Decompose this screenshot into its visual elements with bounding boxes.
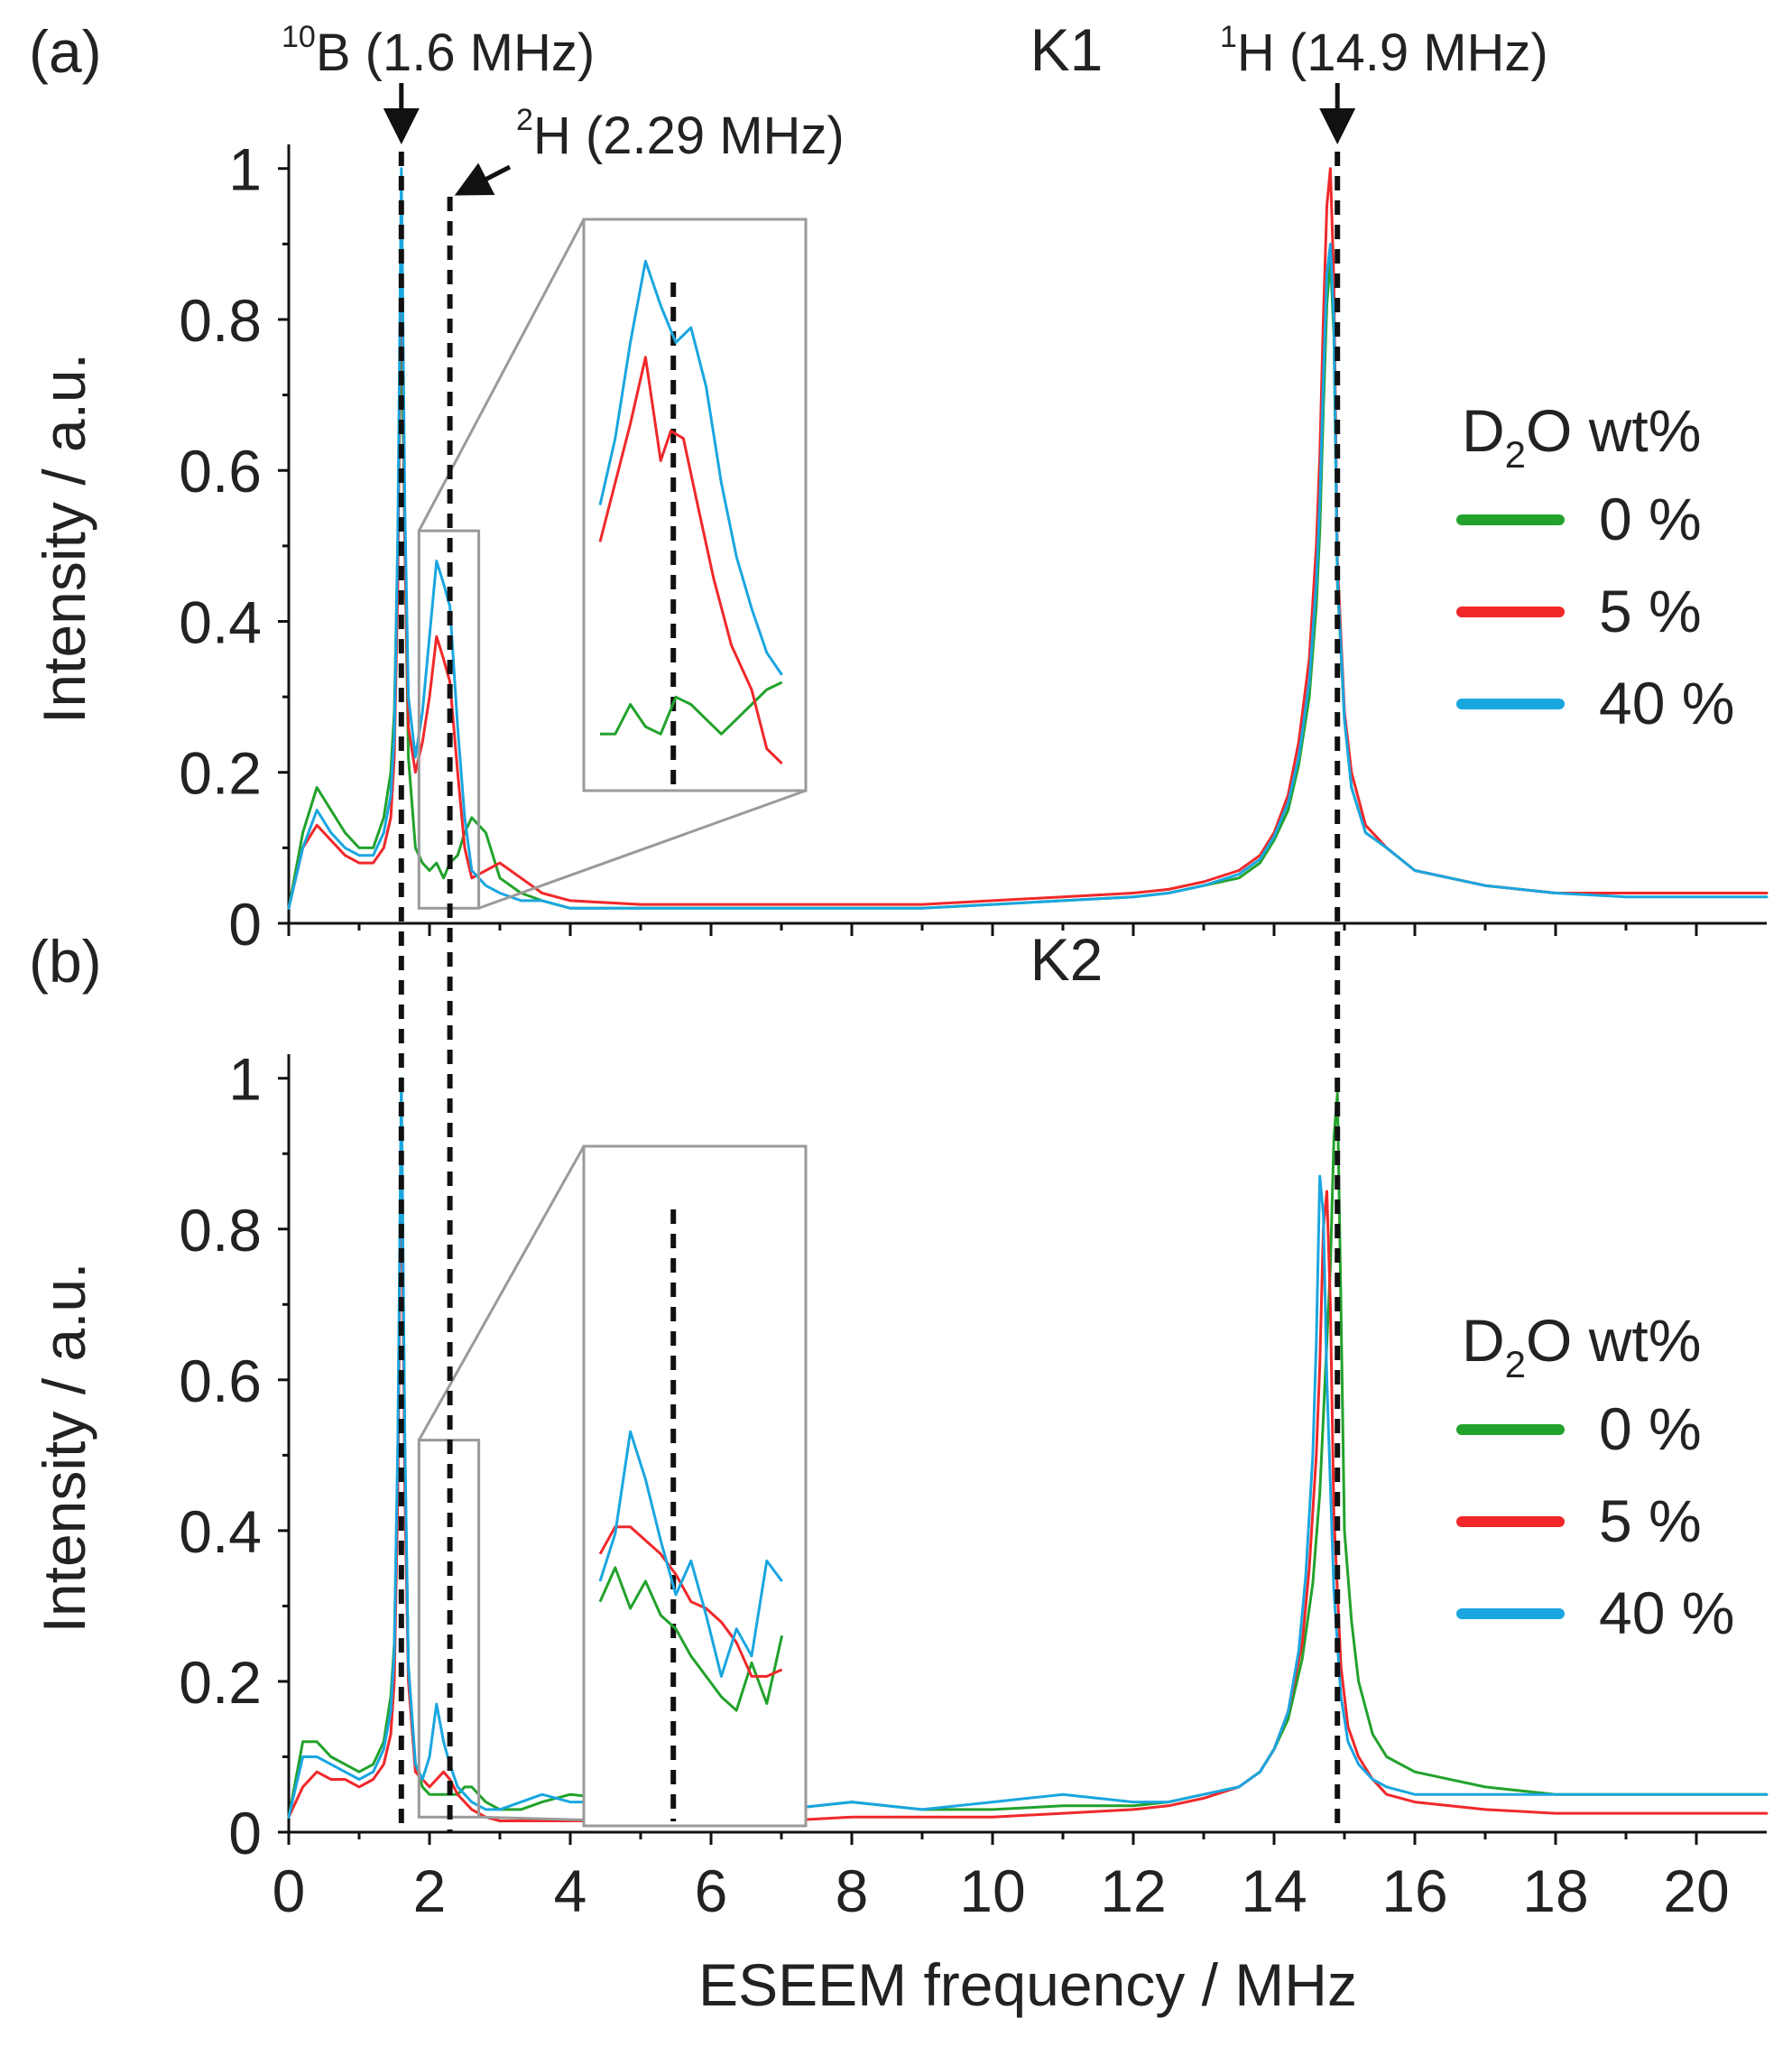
x-axis-label: ESEEM frequency / MHz [698,1951,1357,2018]
x-tick-label: 8 [836,1857,869,1924]
inset-series-0pct [598,1566,784,1712]
x-tick-label: 2 [413,1857,447,1924]
y-tick-label: 0 [228,891,262,958]
y-tick-label: 0.2 [179,1649,262,1716]
panel-title: K2 [1030,926,1104,993]
inset-series-40pct [598,1430,783,1678]
panel-b: 0 0.2 0.4 0.6 0.8 1 Intensity / a.u. (b) K2 D2O w… [29,926,1769,1866]
zoom-connector [417,1145,586,1441]
reference-label-b10: 10B (1.6 MHz) [282,20,595,82]
zoom-connector [417,218,586,532]
y-tick-label: 0.4 [179,588,262,655]
y-tick-label: 0.4 [179,1498,262,1565]
y-tick-label: 0.2 [179,740,262,807]
zoom-connector [478,789,807,910]
panel-tag: (b) [29,928,102,995]
y-axis-label: Intensity / a.u. [31,1263,97,1634]
x-tick-label: 6 [695,1857,728,1924]
shared-annotations: 0 2 4 6 8 10 12 14 16 18 20 ESEEM frequency / MHz 10… [272,20,1730,2018]
legend-title: D2O wt% [1462,1307,1701,1385]
panel-a: 0 0.2 0.4 0.6 0.8 1 Intensity / a.u. (a) K1 D2O w… [29,16,1769,958]
reference-label-h1: 1H (14.9 MHz) [1220,20,1548,82]
legend-label: 0 % [1599,486,1702,552]
inset-frame [582,218,808,792]
x-tick-label: 12 [1100,1857,1166,1924]
x-tick-label: 14 [1241,1857,1307,1924]
y-tick-label: 0.6 [179,1348,262,1414]
legend-title: D2O wt% [1462,397,1701,476]
y-tick-label: 1 [228,1046,262,1113]
inset-series-40pct [598,259,783,676]
panel-title: K1 [1030,16,1104,83]
y-tick-label: 0.6 [179,438,262,505]
x-tick-label: 16 [1381,1857,1447,1924]
legend-label: 5 % [1599,578,1702,644]
x-tick-label: 4 [554,1857,587,1924]
x-tick-label: 20 [1663,1857,1729,1924]
y-tick-label: 0.8 [179,287,262,354]
arrow-h2 [454,162,512,196]
legend-label: 40 % [1599,1579,1734,1646]
x-tick-label: 10 [959,1857,1025,1924]
panel-tag: (a) [29,18,102,85]
inset-series-0pct [600,681,783,736]
inset-series-5pct [598,1525,783,1678]
x-tick-label: 18 [1522,1857,1588,1924]
inset-series-5pct [598,356,783,765]
y-axis-label: Intensity / a.u. [31,353,97,724]
legend-label: 5 % [1599,1487,1702,1554]
inset-frame [582,1144,808,1828]
legend-label: 40 % [1599,670,1734,736]
legend-label: 0 % [1599,1395,1702,1462]
y-tick-label: 0 [228,1800,262,1866]
y-tick-label: 0.8 [179,1197,262,1264]
reference-label-h2: 2H (2.29 MHz) [516,103,845,165]
x-tick-label: 0 [272,1857,306,1924]
y-tick-label: 1 [228,136,262,203]
